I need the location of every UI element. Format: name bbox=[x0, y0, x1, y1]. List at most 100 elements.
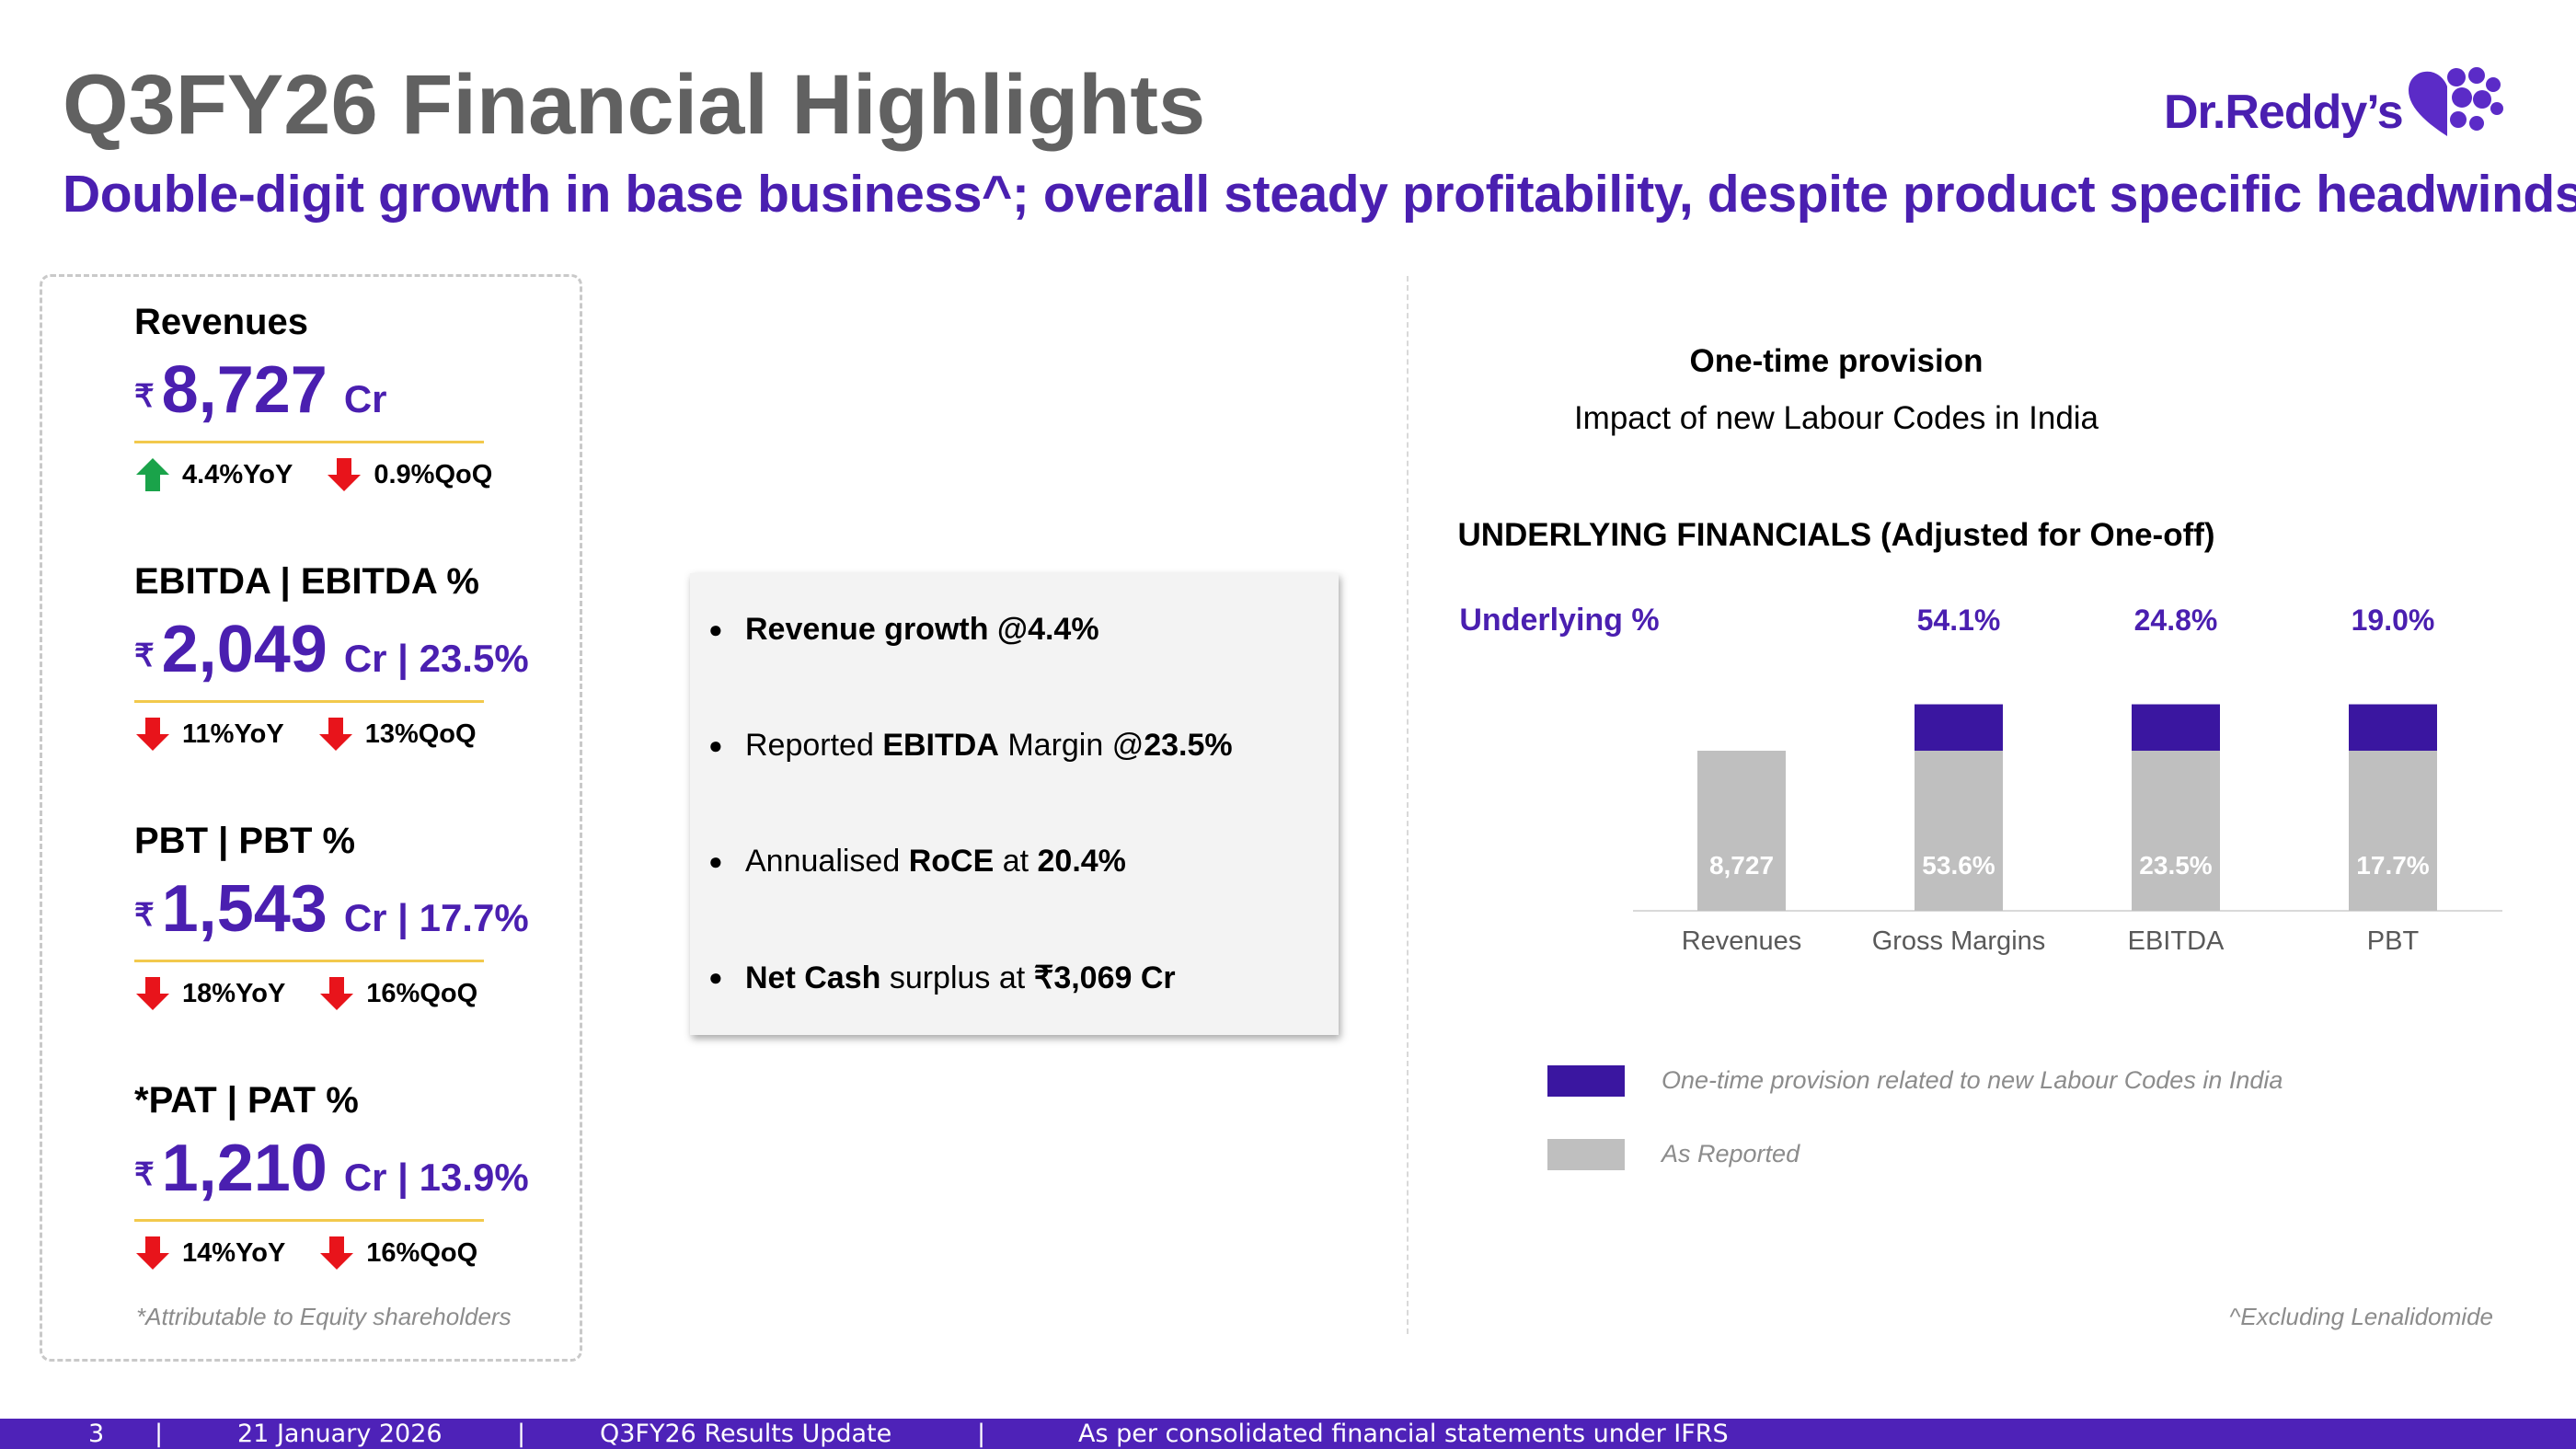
arrow-down-icon bbox=[134, 716, 171, 753]
metric-block: PBT | PBT % ₹1,543 Cr | 17.7% 18%YoY 16%QoQ bbox=[134, 821, 576, 1014]
highlight-text: Revenue growth @4.4% bbox=[745, 612, 1099, 648]
bullet-icon: ● bbox=[708, 963, 723, 991]
metric-changes: 14%YoY 16%QoQ bbox=[134, 1233, 576, 1273]
rupee-symbol: ₹ bbox=[134, 638, 155, 673]
metric-changes: 18%YoY 16%QoQ bbox=[134, 973, 576, 1014]
change-text: 13%QoQ bbox=[364, 719, 477, 749]
metric-changes: 11%YoY 13%QoQ bbox=[134, 714, 576, 754]
highlight-text: Reported EBITDA Margin @23.5% bbox=[745, 728, 1233, 764]
provision-subheading: Impact of new Labour Codes in India bbox=[1573, 400, 2099, 436]
rupee-symbol: ₹ bbox=[134, 379, 155, 414]
rupee-symbol: ₹ bbox=[134, 1157, 155, 1192]
metric-value: 1,543 bbox=[161, 872, 328, 946]
change-item: 4.4%YoY bbox=[134, 456, 293, 493]
change-item: 0.9%QoQ bbox=[326, 456, 492, 493]
equity-footnote: *Attributable to Equity shareholders bbox=[136, 1303, 512, 1330]
highlight-segment: Revenue growth @4.4% bbox=[745, 612, 1099, 647]
change-text: 11%YoY bbox=[182, 719, 284, 749]
logo-icon bbox=[2409, 67, 2503, 136]
change-text: 14%YoY bbox=[182, 1237, 286, 1268]
highlight-segment: Net Cash bbox=[745, 960, 881, 995]
metric-label: Revenues bbox=[134, 302, 308, 342]
change-item: 11%YoY bbox=[134, 716, 284, 753]
metric-block: Revenues ₹8,727 Cr 4.4%YoY 0.9%QoQ bbox=[134, 302, 576, 495]
bar-as-reported bbox=[2349, 751, 2437, 911]
chart-title: UNDERLYING FINANCIALS (Adjusted for One-… bbox=[1457, 517, 2215, 553]
footer-date: 21 January 2026 bbox=[237, 1420, 443, 1448]
underlying-value-label: 19.0% bbox=[2352, 604, 2435, 637]
metric-unit: Cr | 23.5% bbox=[343, 637, 529, 680]
highlight-segment: at bbox=[994, 844, 1038, 879]
footer-deck-title: Q3FY26 Results Update bbox=[600, 1420, 892, 1448]
highlight-text: Net Cash surplus at ₹3,069 Cr bbox=[745, 960, 1176, 996]
metric-label: EBITDA | EBITDA % bbox=[134, 561, 479, 602]
change-text: 4.4%YoY bbox=[182, 459, 293, 489]
metric-value: 2,049 bbox=[161, 613, 328, 686]
change-item: 16%QoQ bbox=[318, 975, 477, 1012]
legend-swatch bbox=[1547, 1139, 1625, 1170]
change-item: 13%QoQ bbox=[317, 716, 477, 753]
highlight-segment: 20.4% bbox=[1037, 844, 1126, 879]
metric-divider bbox=[134, 1219, 484, 1222]
metric-value: 8,727 bbox=[161, 353, 328, 427]
arrow-up-icon bbox=[134, 456, 171, 493]
arrow-down-icon bbox=[134, 975, 171, 1012]
page-subtitle: Double-digit growth in base business^; o… bbox=[63, 165, 2576, 224]
metric-changes: 4.4%YoY 0.9%QoQ bbox=[134, 454, 576, 495]
arrow-down-icon bbox=[318, 975, 355, 1012]
key-metrics-panel bbox=[40, 274, 582, 1362]
highlight-segment: Reported bbox=[745, 728, 883, 763]
metric-value-row: ₹1,543 Cr | 17.7% bbox=[134, 871, 576, 947]
panel-divider bbox=[1407, 276, 1409, 1334]
metric-value: 1,210 bbox=[161, 1132, 328, 1205]
metric-unit: Cr | 13.9% bbox=[343, 1156, 529, 1199]
bullet-icon: ● bbox=[708, 847, 723, 875]
arrow-down-icon bbox=[134, 1235, 171, 1271]
change-item: 18%YoY bbox=[134, 975, 285, 1012]
footer-separator: | bbox=[977, 1420, 986, 1448]
x-tick-label: Gross Margins bbox=[1872, 926, 2046, 956]
legend-swatch bbox=[1547, 1065, 1625, 1097]
highlight-text: Annualised RoCE at 20.4% bbox=[745, 844, 1126, 880]
highlight-segment: surplus at bbox=[880, 960, 1034, 995]
footer-separator: | bbox=[517, 1420, 526, 1448]
rupee-symbol: ₹ bbox=[134, 898, 155, 933]
highlight-segment: RoCE bbox=[908, 844, 995, 879]
metric-block: *PAT | PAT % ₹1,210 Cr | 13.9% 14%YoY 16%QoQ bbox=[134, 1080, 576, 1273]
metric-value-row: ₹2,049 Cr | 23.5% bbox=[134, 612, 576, 687]
metric-label: PBT | PBT % bbox=[134, 821, 356, 861]
footer-page-number: 3 bbox=[88, 1420, 105, 1448]
underlying-value-label: 24.8% bbox=[2134, 604, 2218, 637]
highlight-segment: ₹3,069 Cr bbox=[1033, 960, 1176, 995]
bar-one-time-provision bbox=[2349, 704, 2437, 751]
metric-label: *PAT | PAT % bbox=[134, 1080, 359, 1121]
bar-data-label: 23.5% bbox=[2139, 851, 2212, 880]
change-text: 16%QoQ bbox=[366, 1237, 478, 1268]
page-title: Q3FY26 Financial Highlights bbox=[63, 58, 1206, 152]
underlying-financials-chart: Underlying % 8,727 Revenues 53.6% 54.1% Gross… bbox=[1459, 603, 2502, 956]
bar-as-reported bbox=[1915, 751, 2003, 911]
arrow-down-icon bbox=[326, 456, 362, 493]
underlying-row-label: Underlying % bbox=[1459, 603, 1659, 638]
provision-heading: One-time provision bbox=[1689, 343, 1984, 379]
highlight-segment: 23.5% bbox=[1144, 728, 1233, 763]
change-text: 16%QoQ bbox=[366, 978, 478, 1008]
metric-value-row: ₹8,727 Cr bbox=[134, 352, 576, 428]
highlight-segment: EBITDA bbox=[882, 728, 999, 763]
bar-data-label: 53.6% bbox=[1922, 851, 1995, 880]
metric-block: EBITDA | EBITDA % ₹2,049 Cr | 23.5% 11%YoY 1… bbox=[134, 561, 576, 754]
x-tick-label: Revenues bbox=[1682, 926, 1802, 956]
highlight-segment: Annualised bbox=[745, 844, 909, 879]
arrow-down-icon bbox=[318, 1235, 355, 1271]
metric-unit: Cr | 17.7% bbox=[343, 896, 529, 939]
legend-label: As Reported bbox=[1662, 1140, 1800, 1167]
bar-as-reported bbox=[1697, 751, 1786, 911]
bullet-icon: ● bbox=[708, 615, 723, 643]
underlying-value-label: 54.1% bbox=[1917, 604, 2001, 637]
metric-divider bbox=[134, 960, 484, 962]
x-tick-label: PBT bbox=[2367, 926, 2420, 956]
bullet-icon: ● bbox=[708, 731, 723, 759]
lenalidomide-footnote: ^Excluding Lenalidomide bbox=[2229, 1303, 2493, 1330]
bar-as-reported bbox=[2132, 751, 2220, 911]
x-tick-label: EBITDA bbox=[2128, 926, 2225, 956]
